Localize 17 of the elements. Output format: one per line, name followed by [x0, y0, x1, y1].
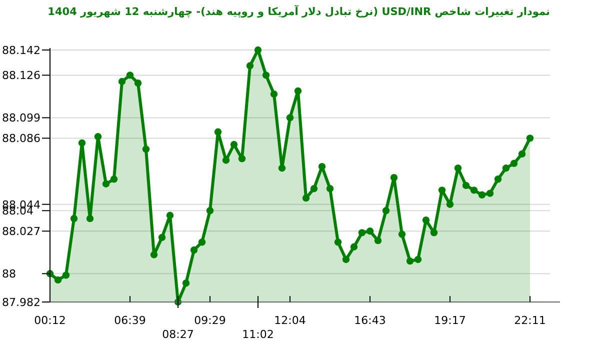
y-tick-label: 88.086: [2, 132, 40, 146]
y-tick-label: 87.982: [2, 296, 40, 309]
y-tick-label: 88.142: [2, 44, 40, 57]
x-tick-label: 11:02: [242, 328, 274, 341]
y-tick-label: 88.099: [2, 112, 40, 125]
y-tick-label: 88: [2, 268, 16, 281]
x-tick-label: 09:29: [194, 314, 226, 327]
x-tick-label: 00:12: [34, 314, 66, 327]
x-tick-label: 22:11: [514, 314, 546, 327]
chart-title: نمودار تغییرات شاخص USD/INR (نرخ تبادل دلار آمریکا و روپیه هند)- چهارشنبه 12 شهریور 1404: [48, 6, 550, 18]
x-tick-label: 08:27: [162, 328, 194, 341]
y-tick-label: 88.126: [2, 69, 40, 82]
x-tick-label: 06:39: [114, 314, 146, 327]
x-tick-label: 19:17: [434, 314, 466, 327]
y-tick-label: 88.027: [2, 225, 40, 238]
x-tick-label: 16:43: [354, 314, 386, 327]
x-tick-label: 12:04: [274, 314, 306, 327]
